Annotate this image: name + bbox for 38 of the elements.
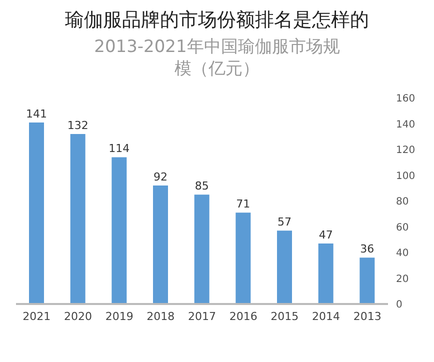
- chart-subtitle: 2013-2021年中国瑜伽服市场规模（亿元）: [93, 36, 341, 80]
- data-label: 57: [278, 216, 292, 229]
- bar: [318, 243, 334, 304]
- data-label: 114: [108, 142, 130, 156]
- x-tick-label: 2019: [105, 310, 134, 323]
- x-tick-label: 2016: [229, 310, 258, 323]
- data-label: 71: [236, 198, 250, 211]
- data-label: 92: [154, 170, 168, 184]
- bar: [112, 157, 127, 304]
- x-tick-label: 2013: [353, 310, 382, 323]
- x-tick-label: 2014: [312, 310, 340, 323]
- data-label: 36: [360, 242, 374, 256]
- y-tick-label: 120: [396, 145, 416, 156]
- x-tick-label: 2020: [64, 310, 92, 323]
- x-tick-label: 2018: [146, 310, 175, 323]
- bar: [236, 212, 251, 304]
- chart-title: 瑜伽服品牌的市场份额排名是怎样的: [64, 8, 370, 32]
- y-tick-label: 140: [396, 119, 416, 130]
- y-tick-label: 0: [396, 300, 402, 311]
- y-tick-label: 160: [396, 94, 416, 105]
- bar: [360, 258, 375, 304]
- bar: [70, 134, 86, 304]
- y-tick-label: 20: [396, 274, 409, 285]
- bar: [29, 122, 44, 304]
- y-tick-label: 80: [396, 196, 409, 208]
- x-tick-label: 2017: [188, 310, 216, 323]
- data-label: 85: [194, 180, 209, 193]
- y-tick-label: 60: [396, 222, 409, 234]
- bar: [194, 194, 210, 304]
- data-label: 132: [67, 119, 88, 132]
- x-tick-label: 2015: [270, 310, 299, 323]
- y-tick-label: 100: [396, 170, 416, 182]
- data-label: 141: [26, 107, 47, 120]
- bar: [153, 186, 168, 304]
- bar: [277, 230, 292, 304]
- y-tick-label: 40: [396, 248, 409, 260]
- data-label: 47: [318, 228, 333, 242]
- x-tick-label: 2021: [22, 310, 51, 323]
